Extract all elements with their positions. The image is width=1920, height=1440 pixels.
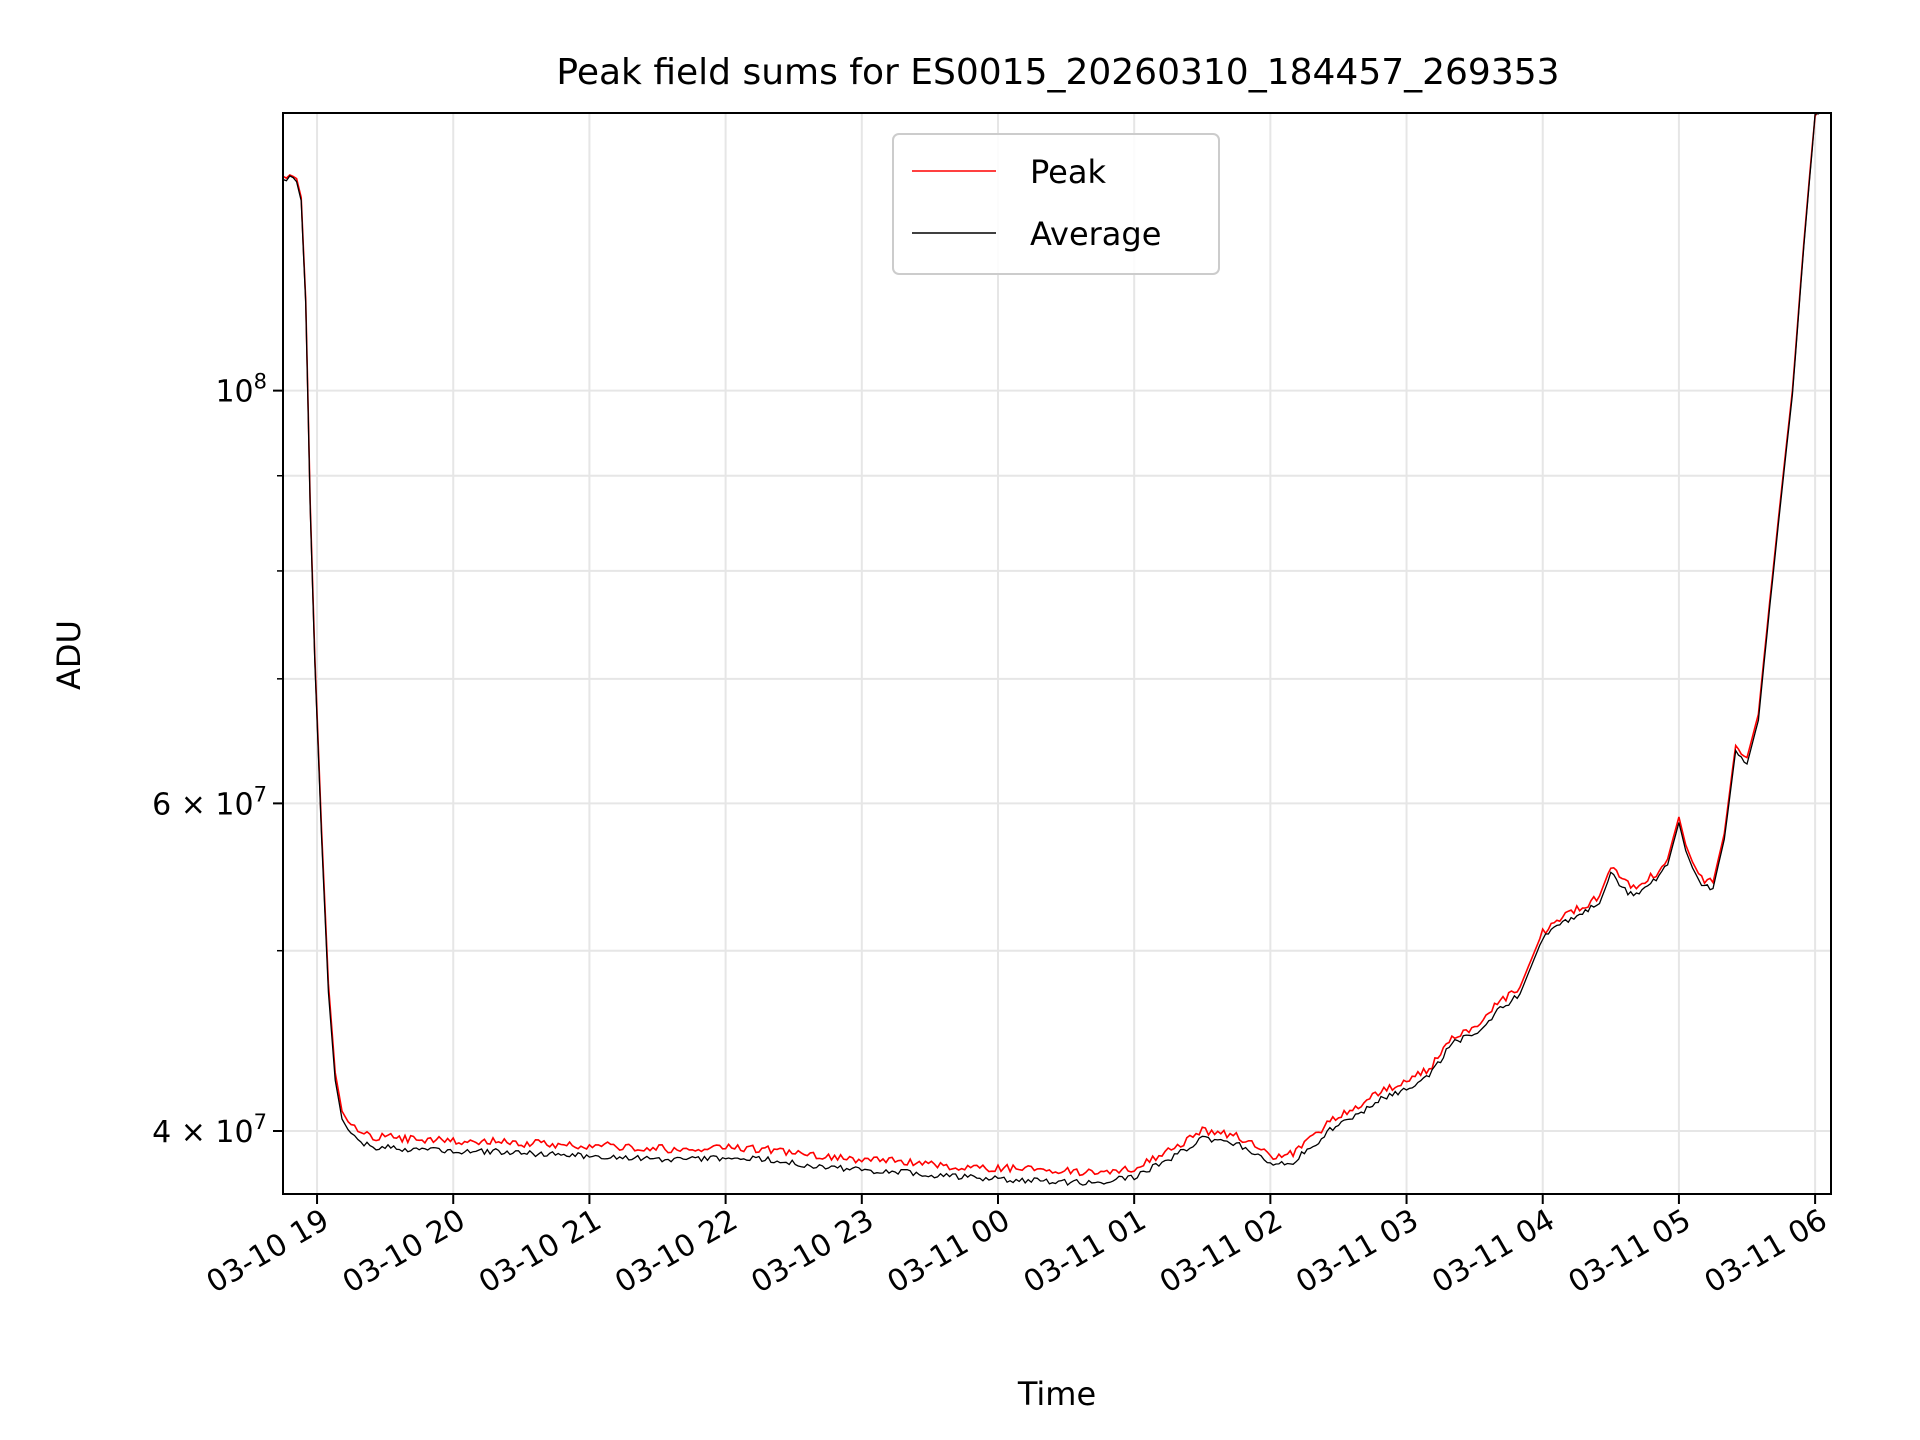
- legend: Peak Average: [892, 133, 1220, 275]
- y-axis: 108 6 × 107 4 × 107: [152, 370, 283, 1150]
- y-axis-label: ADU: [50, 620, 88, 690]
- legend-label-peak: Peak: [1030, 153, 1106, 191]
- y-tick-label: 4 × 107: [152, 1110, 267, 1150]
- plot-frame: [282, 112, 1832, 1195]
- legend-box: [892, 133, 1220, 275]
- y-tick-label: 6 × 107: [152, 782, 267, 822]
- series-line-peak: [283, 113, 1818, 1177]
- legend-label-average: Average: [1030, 215, 1161, 253]
- y-tick-label: 108: [215, 370, 267, 410]
- chart-title: Peak field sums for ES0015_20260310_1844…: [556, 52, 1559, 93]
- x-axis-label: Time: [1017, 1375, 1096, 1413]
- plot-series: [283, 113, 1821, 1187]
- series-line-average: [283, 113, 1821, 1187]
- grid: [283, 113, 1831, 1194]
